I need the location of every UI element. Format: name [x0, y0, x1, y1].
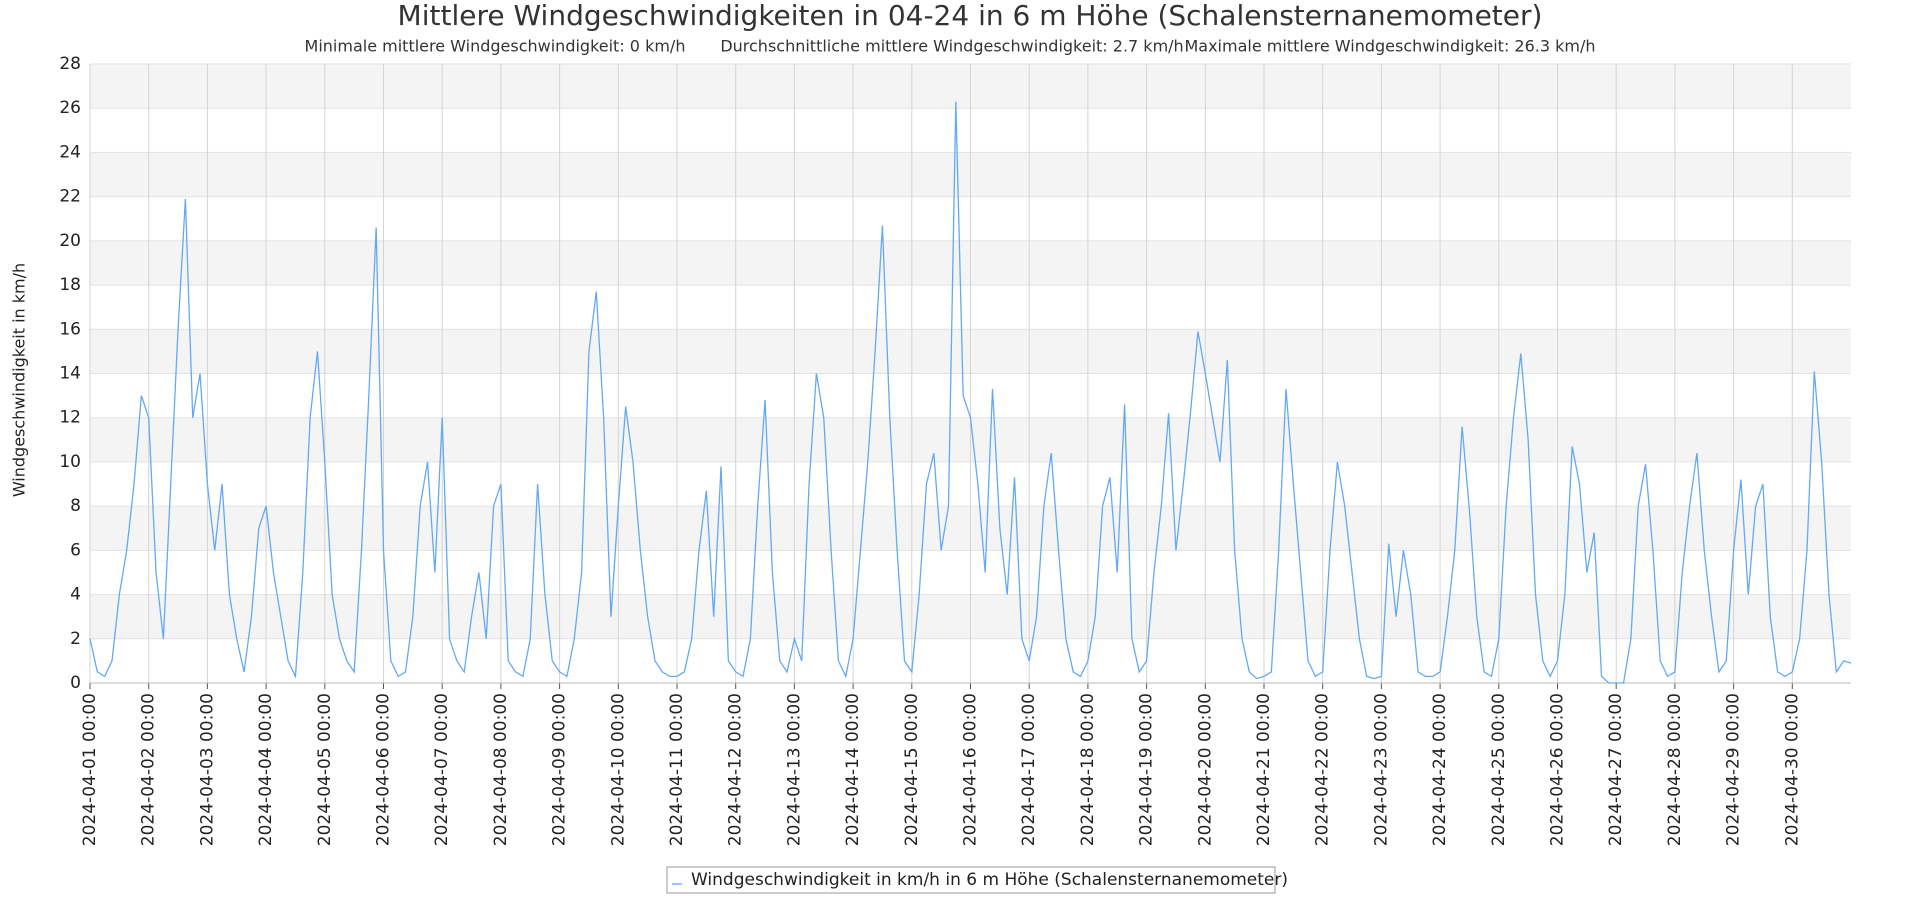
x-tick-label: 2024-04-26 00:00	[1548, 693, 1568, 846]
x-tick-label: 2024-04-16 00:00	[961, 693, 981, 846]
y-tick-label: 24	[59, 142, 81, 162]
x-tick-label: 2024-04-07 00:00	[432, 693, 452, 846]
x-tick-label: 2024-04-02 00:00	[139, 693, 159, 846]
x-tick-label: 2024-04-06 00:00	[374, 693, 394, 846]
x-tick-label: 2024-04-05 00:00	[315, 693, 335, 846]
y-tick-label: 26	[59, 98, 81, 118]
y-tick-label: 6	[70, 540, 81, 560]
x-tick-label: 2024-04-12 00:00	[726, 693, 746, 846]
data-line	[89, 101, 1852, 684]
x-tick-label: 2024-04-27 00:00	[1606, 693, 1626, 846]
y-tick-label: 12	[59, 408, 81, 428]
x-tick-label: 2024-04-23 00:00	[1371, 693, 1391, 846]
x-tick-label: 2024-04-03 00:00	[197, 693, 217, 846]
x-tick-label: 2024-04-28 00:00	[1665, 693, 1685, 846]
y-tick-label: 2	[70, 629, 81, 649]
x-tick-label: 2024-04-08 00:00	[491, 693, 511, 846]
legend: Windgeschwindigkeit in km/h in 6 m Höhe …	[666, 866, 1288, 894]
x-tick-label: 2024-04-09 00:00	[550, 693, 570, 846]
y-tick-label: 4	[70, 585, 81, 605]
y-axis-label: Windgeschwindigkeit in km/h	[10, 263, 29, 497]
y-tick-label: 22	[59, 187, 81, 207]
legend-box	[666, 866, 1276, 894]
y-tick-label: 14	[59, 364, 81, 384]
x-tick-label: 2024-04-01 00:00	[80, 693, 100, 846]
x-tick-label: 2024-04-21 00:00	[1254, 693, 1274, 846]
chart-subtitle: Minimale mittlere Windgeschwindigkeit: 0…	[305, 37, 686, 56]
x-tick-label: 2024-04-11 00:00	[667, 693, 687, 846]
y-tick-label: 8	[70, 496, 81, 516]
y-tick-label: 20	[59, 231, 81, 251]
x-tick-label: 2024-04-25 00:00	[1489, 693, 1509, 846]
x-tick-label: 2024-04-10 00:00	[608, 693, 628, 846]
chart-subtitle: Maximale mittlere Windgeschwindigkeit: 2…	[1184, 37, 1595, 56]
legend-label: Windgeschwindigkeit in km/h in 6 m Höhe …	[691, 870, 1288, 890]
x-tick-label: 2024-04-29 00:00	[1724, 693, 1744, 846]
x-tick-label: 2024-04-19 00:00	[1137, 693, 1157, 846]
x-tick-label: 2024-04-30 00:00	[1782, 693, 1802, 846]
x-tick-label: 2024-04-20 00:00	[1195, 693, 1215, 846]
x-tick-label: 2024-04-18 00:00	[1078, 693, 1098, 846]
x-tick-label: 2024-04-24 00:00	[1430, 693, 1450, 846]
y-tick-label: 28	[59, 54, 81, 74]
x-tick-label: 2024-04-04 00:00	[256, 693, 276, 846]
y-tick-label: 10	[59, 452, 81, 472]
y-tick-label: 18	[59, 275, 81, 295]
y-tick-label: 0	[70, 673, 81, 693]
chart-title: Mittlere Windgeschwindigkeiten in 04-24 …	[398, 0, 1543, 32]
chart-subtitle: Durchschnittliche mittlere Windgeschwind…	[720, 37, 1183, 56]
x-tick-label: 2024-04-15 00:00	[902, 693, 922, 846]
x-tick-label: 2024-04-14 00:00	[843, 693, 863, 846]
y-tick-label: 16	[59, 319, 81, 339]
x-tick-label: 2024-04-22 00:00	[1313, 693, 1333, 846]
x-tick-label: 2024-04-13 00:00	[784, 693, 804, 846]
x-tick-label: 2024-04-17 00:00	[1019, 693, 1039, 846]
